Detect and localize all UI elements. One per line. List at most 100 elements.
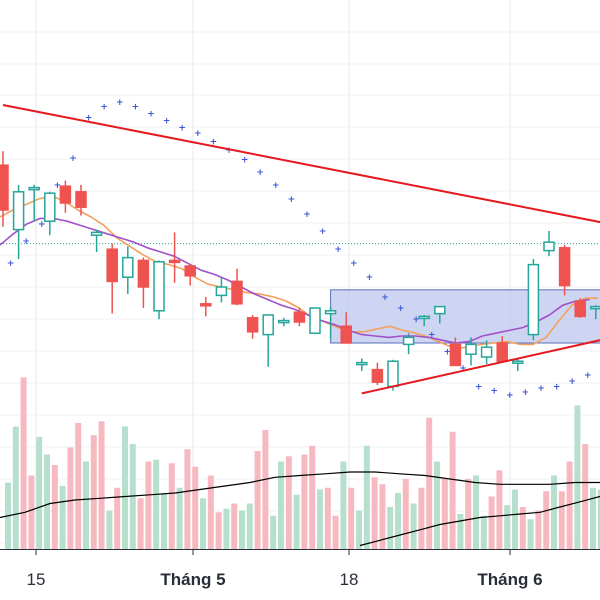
volume-bar [340, 461, 347, 549]
volume-bar [457, 514, 464, 549]
x-tick-label-month: Tháng 5 [160, 570, 225, 589]
volume-bar [434, 461, 440, 549]
volume-bar [278, 461, 284, 549]
volume-bar [215, 512, 222, 549]
volume-bar [285, 456, 292, 549]
volume-bar [426, 417, 433, 549]
volume-bar [51, 465, 58, 549]
volume-bar [153, 459, 160, 549]
sar-dot: + [490, 387, 498, 397]
candle-body [324, 310, 337, 315]
volume-bar [137, 498, 144, 549]
volume-bar [90, 435, 97, 549]
volume-bar [597, 489, 600, 549]
sar-dot: + [444, 347, 452, 357]
candle-body [246, 317, 259, 333]
candle-body [434, 305, 446, 315]
candle-body [200, 303, 212, 307]
volume-bar [488, 496, 495, 549]
sar-dot: + [397, 304, 405, 314]
sar-dot: + [178, 123, 186, 133]
volume-bar [114, 487, 121, 549]
sar-dot: + [241, 156, 249, 166]
candlesticks [0, 151, 600, 391]
volume-bar [527, 519, 534, 549]
volume-bar [418, 487, 425, 549]
volume-bar [371, 477, 378, 549]
sar-dot: + [475, 382, 483, 392]
candle-body [12, 191, 25, 231]
volume-bar [184, 449, 191, 549]
volume-bar [122, 426, 128, 549]
volume-bar [480, 515, 487, 549]
sar-dot: + [288, 195, 296, 205]
sar-dot: + [584, 371, 592, 381]
volume-bar [332, 515, 339, 549]
candle-body [153, 261, 165, 312]
x-tick-label: 15 [27, 570, 46, 589]
ma-slow-line [0, 217, 590, 344]
volume-bar [161, 493, 167, 549]
sar-dot: + [428, 331, 436, 341]
parabolic-sar: ++++++++++++++++++++++++++++++++++++++++… [7, 98, 600, 401]
volume-bar [574, 405, 581, 549]
sar-dot: + [100, 102, 108, 112]
candle-body [293, 311, 306, 323]
sar-dot: + [132, 102, 140, 112]
volume-bar [192, 466, 199, 549]
candle-body [340, 325, 352, 344]
volume-bar [176, 487, 183, 549]
sar-dot: + [459, 364, 467, 374]
candle-body [465, 343, 477, 355]
candle-body [371, 368, 384, 383]
volume-bar [301, 454, 308, 549]
sar-dot: + [553, 382, 561, 392]
volume-bar [356, 510, 362, 549]
volume-bar [67, 447, 74, 549]
sar-dot: + [194, 129, 202, 139]
candle-body [512, 360, 524, 364]
volume-bar [246, 503, 253, 549]
candle-body [278, 319, 290, 324]
sar-dot: + [54, 181, 62, 191]
candle-body [418, 315, 430, 320]
sar-dot: + [7, 259, 15, 269]
volume-moving-averages [0, 471, 600, 547]
volume-bar [145, 461, 152, 549]
candle-body [44, 192, 56, 222]
candle-body [309, 307, 321, 334]
candle-body [215, 286, 228, 297]
time-axis: 15 Tháng 5 18 Tháng 6 [27, 549, 543, 589]
candle-body [168, 259, 181, 264]
candle-body [402, 336, 415, 346]
candle-body [558, 247, 571, 287]
volume-bar [535, 510, 542, 549]
volume-bar [441, 479, 448, 549]
sar-dot: + [272, 181, 280, 191]
sar-dot: + [412, 315, 420, 325]
sar-dot: + [116, 98, 124, 108]
volume-bar [543, 491, 550, 549]
volume-bar [12, 426, 19, 549]
candle-body [262, 314, 274, 336]
volume-bar [512, 489, 518, 549]
sar-dot: + [210, 137, 218, 147]
candle-body [387, 360, 399, 388]
volume-bar [465, 479, 472, 549]
support-trendline [361, 339, 600, 395]
volume-bar [379, 484, 386, 549]
candle-body [122, 256, 134, 278]
candle-body [527, 263, 540, 336]
volume-bar [254, 451, 261, 549]
volume-bar [239, 510, 245, 549]
volume-bar [44, 454, 50, 549]
volume-bar [582, 444, 589, 549]
sar-dot: + [303, 210, 311, 220]
volume-bar [270, 515, 277, 549]
sar-dot: + [366, 273, 374, 283]
volume-bar [402, 479, 409, 549]
candle-body [0, 164, 9, 211]
sar-dot: + [38, 220, 46, 230]
volume-bar [98, 421, 105, 549]
